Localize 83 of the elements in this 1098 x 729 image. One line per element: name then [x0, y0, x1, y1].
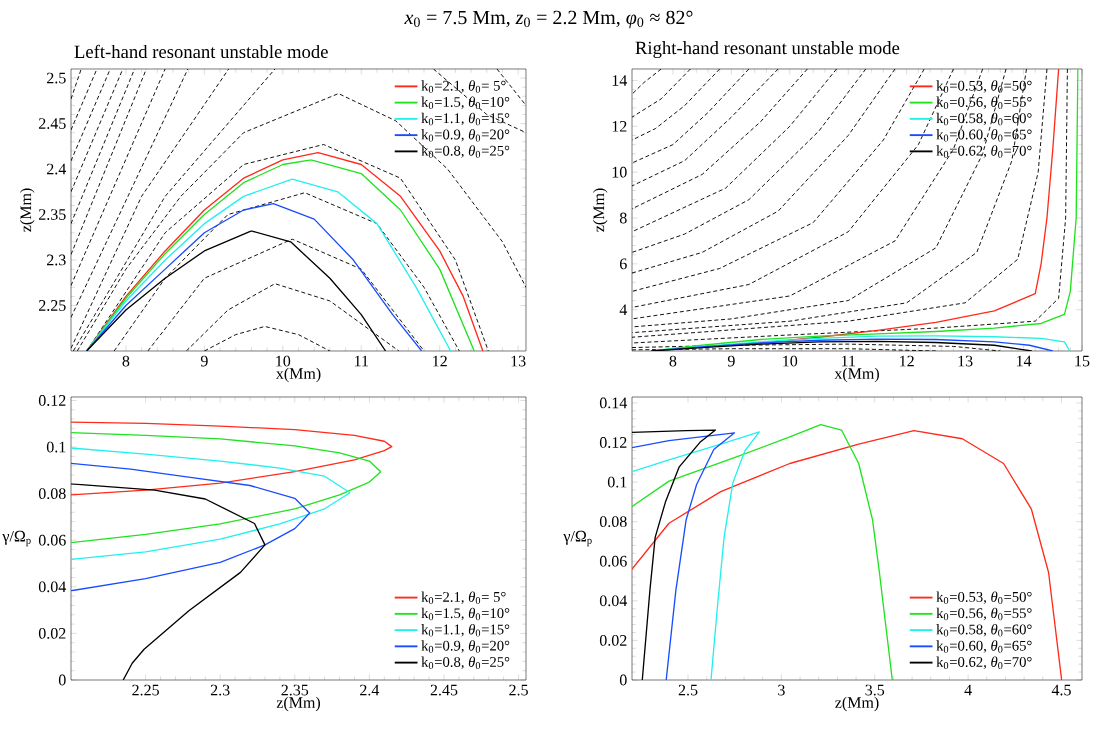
x-tick-label: 8 — [669, 355, 677, 367]
x-tick-label: 13 — [958, 355, 973, 367]
x-axis-title: x(Mm) — [275, 367, 321, 383]
x-tick-label: 2.5 — [678, 684, 698, 696]
legend-label: k$_{0}$=2.1, θ$_{0}$= 5° — [421, 80, 506, 93]
y-tick-label: 0.12 — [38, 395, 66, 406]
y-tick-label: 10 — [612, 166, 627, 178]
x-tick-label: 12 — [900, 355, 914, 367]
x-tick-label: 10 — [276, 355, 291, 367]
chart-subtitle: Right-hand resonant unstable mode — [635, 41, 900, 59]
x-tick-label: 12 — [433, 355, 447, 367]
y-tick-label: 2.3 — [47, 254, 66, 266]
x-tick-label: 4.5 — [1051, 684, 1071, 696]
y-tick-label: 4 — [619, 304, 628, 315]
x-axis-title: z(Mm) — [835, 696, 879, 712]
x-tick-label: 2.3 — [210, 684, 230, 696]
y-tick-label: 0.14 — [599, 397, 628, 409]
y-tick-label: 14 — [612, 75, 628, 86]
y-tick-label: 0.1 — [46, 441, 66, 453]
chart-title: x$_{0}$ = 7.5 Mm, z$_{0}$ = 2.2 Mm, φ$_{0}$ ≈ 82° — [404, 10, 693, 29]
y-axis-title: γ/Ω$_{p}$ — [563, 530, 592, 547]
legend-label: k$_{0}$=0.56, θ$_{0}$=55° — [936, 607, 1032, 621]
y-tick-label: 0.08 — [38, 488, 66, 500]
legend-label: k$_{0}$=0.56, θ$_{0}$=55° — [936, 96, 1032, 110]
x-tick-label: 11 — [841, 355, 855, 367]
y-axis-title: z(Mm) — [592, 188, 608, 232]
legend-label: k$_{0}$=0.60, θ$_{0}$=65° — [936, 640, 1032, 653]
y-tick-label: 0.02 — [599, 634, 627, 646]
chart-subtitle: Left-hand resonant unstable mode — [74, 44, 328, 59]
legend-label: k$_{0}$=0.62, θ$_{0}$=70° — [936, 656, 1032, 670]
x-tick-label: 14 — [1016, 355, 1032, 367]
x-tick-label: 13 — [511, 355, 526, 367]
x-tick-label: 15 — [1075, 355, 1090, 367]
x-tick-label: 2.45 — [430, 684, 458, 696]
y-tick-label: 0.12 — [599, 437, 627, 448]
x-tick-label: 11 — [354, 355, 369, 367]
legend-label: k$_{0}$=1.5, θ$_{0}$=10° — [421, 607, 510, 621]
x-tick-label: 4 — [964, 684, 972, 696]
y-tick-label: 0.06 — [599, 555, 627, 567]
y-axis-title: γ/Ω$_{p}$ — [2, 530, 31, 547]
y-tick-label: 2.4 — [47, 163, 67, 175]
legend-label: k$_{0}$=2.1, θ$_{0}$= 5° — [421, 591, 506, 605]
x-tick-label: 2.25 — [132, 684, 159, 696]
y-tick-label: 0 — [58, 674, 66, 686]
legend-label: k$_{0}$=0.53, θ$_{0}$=50° — [936, 80, 1032, 93]
legend-label: k$_{0}$=0.8, θ$_{0}$=25° — [421, 145, 510, 158]
legend-label: k$_{0}$=0.58, θ$_{0}$=60° — [936, 112, 1032, 126]
y-tick-label: 2.35 — [39, 209, 66, 220]
legend-label: k$_{0}$=0.53, θ$_{0}$=50° — [936, 591, 1032, 605]
legend-label: k$_{0}$=1.5, θ$_{0}$=10° — [421, 96, 510, 110]
y-tick-label: 2.5 — [47, 72, 66, 84]
x-tick-label: 9 — [727, 355, 735, 367]
x-tick-label: 9 — [200, 355, 208, 367]
legend-label: k$_{0}$=0.58, θ$_{0}$=60° — [936, 623, 1032, 637]
y-tick-label: 0.02 — [38, 627, 66, 639]
x-tick-label: 10 — [783, 355, 798, 367]
y-tick-label: 2.25 — [39, 300, 66, 311]
x-tick-label: 2.4 — [360, 684, 380, 696]
legend-label: k$_{0}$=0.62, θ$_{0}$=70° — [936, 145, 1032, 158]
y-axis-title: z(Mm) — [19, 188, 35, 232]
x-tick-label: 2.5 — [509, 684, 528, 696]
y-tick-label: 8 — [619, 212, 627, 224]
y-tick-label: 0 — [619, 674, 627, 686]
y-tick-label: 0.08 — [599, 516, 627, 528]
legend-label: k$_{0}$=1.1, θ$_{0}$=15° — [421, 112, 510, 126]
x-axis-title: z(Mm) — [276, 696, 321, 712]
y-tick-label: 0.1 — [607, 476, 627, 488]
x-tick-label: 3 — [778, 684, 785, 696]
legend-label: k$_{0}$=1.1, θ$_{0}$=15° — [421, 623, 510, 637]
x-tick-label: 8 — [122, 355, 130, 367]
legend-label: k$_{0}$=0.8, θ$_{0}$=25° — [421, 656, 510, 670]
y-tick-label: 12 — [612, 121, 627, 132]
x-axis-title: x(Mm) — [834, 367, 879, 383]
y-tick-label: 0.04 — [38, 581, 67, 593]
y-tick-label: 0.04 — [599, 595, 628, 607]
legend-label: k$_{0}$=0.60, θ$_{0}$=65° — [936, 129, 1032, 142]
y-tick-label: 6 — [619, 258, 627, 270]
y-tick-label: 2.45 — [39, 118, 66, 129]
x-tick-label: 3.5 — [865, 684, 885, 696]
x-tick-label: 2.35 — [281, 684, 309, 696]
legend-label: k$_{0}$=0.9, θ$_{0}$=20° — [421, 640, 510, 653]
y-tick-label: 0.06 — [38, 534, 66, 546]
legend-label: k$_{0}$=0.9, θ$_{0}$=20° — [421, 129, 510, 142]
